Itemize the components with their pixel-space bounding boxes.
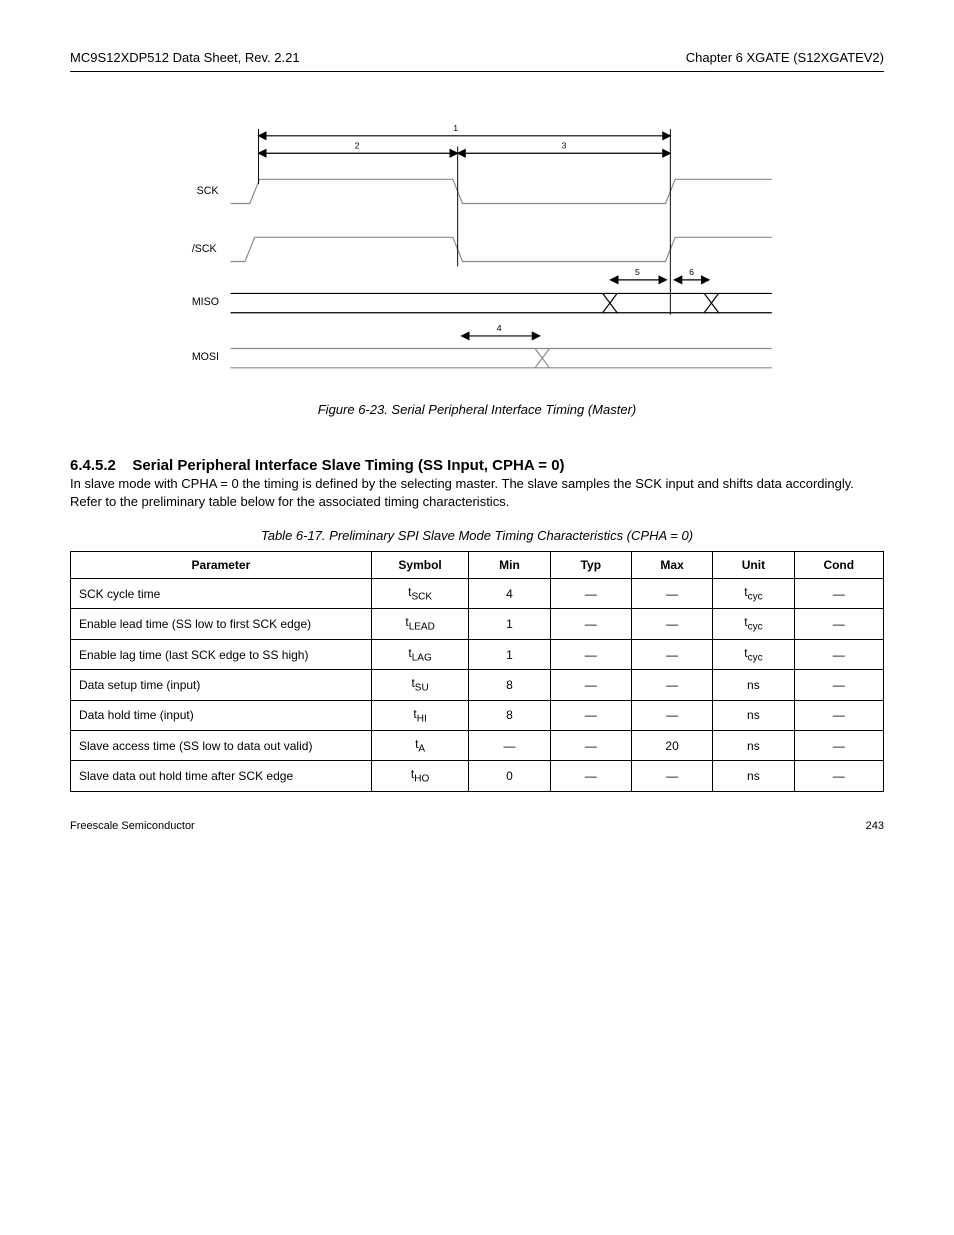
table-cell: —: [550, 731, 631, 761]
table-header-cell: Typ: [550, 552, 631, 579]
table-cell: tcyc: [713, 609, 794, 639]
table-cell: —: [794, 579, 883, 609]
table-cell: SCK cycle time: [71, 579, 372, 609]
t5-label: 5: [635, 267, 640, 277]
table-cell: 0: [469, 761, 550, 791]
footer-left: Freescale Semiconductor: [70, 820, 195, 832]
table-cell: —: [794, 761, 883, 791]
table-cell: 8: [469, 670, 550, 700]
table-cell: —: [631, 761, 712, 791]
section-heading: 6.4.5.2 Serial Peripheral Interface Slav…: [70, 457, 884, 475]
table-header-cell: Symbol: [371, 552, 469, 579]
table-cell: tA: [371, 731, 469, 761]
figure-caption: Figure 6-23. Serial Peripheral Interface…: [70, 402, 884, 417]
table-cell: Enable lead time (SS low to first SCK ed…: [71, 609, 372, 639]
table-cell: —: [794, 639, 883, 669]
spec-table: ParameterSymbolMinTypMaxUnitCond SCK cyc…: [70, 551, 884, 792]
mosi-x1: [535, 349, 550, 368]
table-cell: Data hold time (input): [71, 700, 372, 730]
table-cell: —: [550, 700, 631, 730]
table-header-cell: Cond: [794, 552, 883, 579]
table-cell: 8: [469, 700, 550, 730]
miso-x2: [704, 293, 719, 312]
table-row: Data hold time (input)tHI8——ns—: [71, 700, 884, 730]
header-right: Chapter 6 XGATE (S12XGATEV2): [686, 50, 884, 65]
table-cell: 1: [469, 609, 550, 639]
table-cell: —: [794, 731, 883, 761]
table-cell: ns: [713, 761, 794, 791]
t1-label: 1: [453, 123, 458, 133]
table-cell: tHI: [371, 700, 469, 730]
timing-diagram-svg: SCK /SCK MISO MOSI 1 2: [157, 102, 797, 392]
table-header-row: ParameterSymbolMinTypMaxUnitCond: [71, 552, 884, 579]
table-cell: —: [550, 609, 631, 639]
timing-figure: SCK /SCK MISO MOSI 1 2: [70, 102, 884, 392]
signal-label-nsck: /SCK: [192, 243, 217, 255]
table-cell: tLAG: [371, 639, 469, 669]
table-header-cell: Max: [631, 552, 712, 579]
table-cell: —: [631, 609, 712, 639]
table-header-cell: Parameter: [71, 552, 372, 579]
t3-label: 3: [562, 140, 567, 150]
section-body: In slave mode with CPHA = 0 the timing i…: [70, 475, 884, 510]
signal-label-sck: SCK: [197, 185, 219, 197]
table-cell: ns: [713, 670, 794, 700]
table-cell: Slave data out hold time after SCK edge: [71, 761, 372, 791]
table-cell: tSCK: [371, 579, 469, 609]
table-cell: ns: [713, 731, 794, 761]
signal-label-miso: MISO: [192, 296, 219, 308]
table-cell: —: [550, 639, 631, 669]
table-cell: tcyc: [713, 639, 794, 669]
sck-waveform: [231, 179, 772, 203]
table-cell: —: [550, 579, 631, 609]
table-cell: —: [631, 670, 712, 700]
header-left: MC9S12XDP512 Data Sheet, Rev. 2.21: [70, 50, 300, 65]
table-cell: —: [794, 670, 883, 700]
table-header-cell: Unit: [713, 552, 794, 579]
table-row: Slave access time (SS low to data out va…: [71, 731, 884, 761]
t4-label: 4: [497, 323, 502, 333]
table-cell: ns: [713, 700, 794, 730]
table-cell: —: [631, 700, 712, 730]
page-header: MC9S12XDP512 Data Sheet, Rev. 2.21 Chapt…: [70, 50, 884, 65]
table-cell: —: [550, 761, 631, 791]
table-row: SCK cycle timetSCK4——tcyc—: [71, 579, 884, 609]
table-row: Enable lag time (last SCK edge to SS hig…: [71, 639, 884, 669]
table-cell: —: [794, 700, 883, 730]
table-row: Data setup time (input)tSU8——ns—: [71, 670, 884, 700]
page-footer: Freescale Semiconductor 243: [70, 820, 884, 832]
table-cell: tcyc: [713, 579, 794, 609]
footer-right: 243: [866, 820, 884, 832]
miso-x1: [603, 293, 618, 312]
t2-label: 2: [355, 140, 360, 150]
table-cell: 20: [631, 731, 712, 761]
table-row: Slave data out hold time after SCK edget…: [71, 761, 884, 791]
table-cell: tLEAD: [371, 609, 469, 639]
section-title: Serial Peripheral Interface Slave Timing…: [132, 457, 564, 474]
table-row: Enable lead time (SS low to first SCK ed…: [71, 609, 884, 639]
table-cell: Data setup time (input): [71, 670, 372, 700]
table-cell: —: [469, 731, 550, 761]
header-rule: [70, 71, 884, 72]
t6-label: 6: [689, 267, 694, 277]
table-cell: 4: [469, 579, 550, 609]
table-cell: tHO: [371, 761, 469, 791]
table-cell: Enable lag time (last SCK edge to SS hig…: [71, 639, 372, 669]
section-number: 6.4.5.2: [70, 457, 116, 474]
table-title: Table 6-17. Preliminary SPI Slave Mode T…: [70, 528, 884, 543]
table-cell: Slave access time (SS low to data out va…: [71, 731, 372, 761]
table-header-cell: Min: [469, 552, 550, 579]
table-cell: —: [631, 639, 712, 669]
table-cell: —: [631, 579, 712, 609]
signal-label-mosi: MOSI: [192, 351, 219, 363]
table-cell: —: [794, 609, 883, 639]
table-cell: —: [550, 670, 631, 700]
table-cell: tSU: [371, 670, 469, 700]
nsck-waveform: [231, 237, 772, 261]
table-cell: 1: [469, 639, 550, 669]
